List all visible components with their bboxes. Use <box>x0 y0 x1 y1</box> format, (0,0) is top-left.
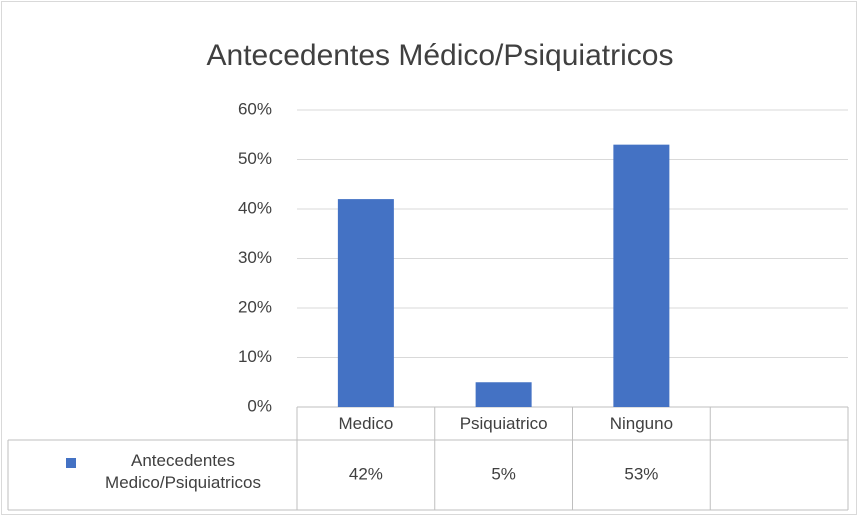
x-tick-label: Psiquiatrico <box>460 414 548 433</box>
y-tick-label: 60% <box>238 99 272 118</box>
legend-label: Antecedentes Medico/Psiquiatricos <box>105 451 261 492</box>
y-tick-label: 0% <box>247 396 272 415</box>
bar <box>613 144 670 407</box>
x-tick-label: Ninguno <box>610 414 673 433</box>
y-tick-label: 50% <box>238 149 272 168</box>
legend-marker <box>66 458 76 468</box>
y-tick-label: 10% <box>238 347 272 366</box>
x-tick-label: Medico <box>338 414 393 433</box>
legend-cell: Antecedentes Medico/Psiquiatricos <box>105 451 261 492</box>
chart-title: Antecedentes Médico/Psiquiatricos <box>207 39 674 72</box>
y-tick-label: 40% <box>238 198 272 217</box>
y-tick-label: 20% <box>238 297 272 316</box>
table-value: 53% <box>624 464 658 483</box>
bar <box>337 199 394 407</box>
table-value: 42% <box>349 464 383 483</box>
table-value: 5% <box>491 464 516 483</box>
y-tick-label: 30% <box>238 248 272 267</box>
bar <box>475 382 532 407</box>
